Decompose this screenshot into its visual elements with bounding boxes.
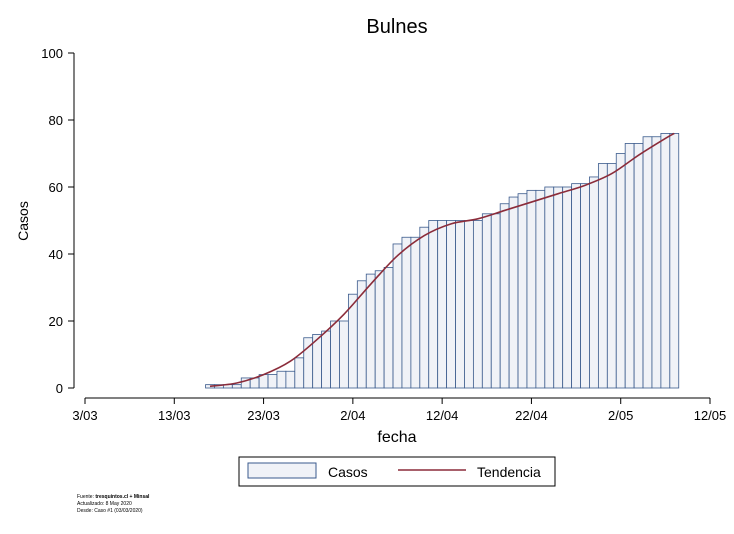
bar [562,186,573,389]
bar [660,132,671,389]
bar [285,370,296,389]
x-tick-label: 12/05 [694,408,727,423]
bar [464,220,474,389]
legend-casos-label: Casos [328,464,368,480]
chart-title: Bulnes [366,16,427,38]
bar [437,220,448,389]
bar [490,213,501,389]
bar [401,236,412,389]
footer-updated: Actualizado: 8 May 2020 [77,501,132,507]
y-tick-label: 0 [56,381,63,396]
x-tick-label: 3/03 [72,408,97,423]
bar [383,266,394,389]
bar [499,203,510,389]
bar [455,220,465,389]
y-tick-label: 20 [49,314,63,329]
bar [330,320,340,389]
bar [419,226,430,389]
bar [321,330,331,389]
x-tick-label: 22/04 [515,408,548,423]
footer-source-value: tresquintos.cl + Minsal [95,494,150,500]
bar [481,213,492,389]
bar [517,193,528,389]
y-axis-label: Casos [15,201,31,241]
bar [365,273,376,389]
bar [651,136,662,389]
x-axis: 3/03 13/03 23/03 2/04 12/04 22/04 2/05 12/05 [72,397,727,423]
footer: Fuente: tresquintos.cl + Minsal Actualiz… [77,494,149,515]
y-tick-label: 40 [49,247,63,262]
bar [642,136,653,389]
bar [633,143,644,389]
bar [276,370,287,389]
x-tick-label: 13/03 [158,408,191,423]
bar [597,163,608,389]
x-tick-label: 12/04 [426,408,459,423]
bar [535,189,546,389]
y-tick-label: 60 [49,180,63,195]
legend: Casos Tendencia [238,456,556,487]
bar [392,243,403,389]
bar [624,143,635,389]
legend-casos-swatch [247,462,317,479]
bar [544,186,555,389]
bar [428,220,439,389]
bar [374,270,385,389]
bars-group [205,132,680,389]
bar [339,320,349,389]
bar [294,357,305,389]
bar [410,236,421,389]
bar [553,186,564,389]
bar [606,163,617,389]
bar [526,189,537,389]
bar [231,384,242,389]
footer-source: Fuente: tresquintos.cl + Minsal [77,494,150,500]
x-tick-label: 2/04 [340,408,365,423]
bar [267,374,278,389]
y-tick-label: 100 [41,46,63,61]
bar [589,176,599,389]
bar [508,196,519,389]
legend-tendencia-label: Tendencia [477,464,541,480]
x-axis-label: fecha [377,429,416,446]
bar [446,220,456,389]
y-tick-label: 80 [49,113,63,128]
trend-line-group [209,132,675,388]
y-axis: 0 20 40 60 80 100 [41,46,75,396]
bar [615,153,626,389]
x-tick-label: 23/03 [247,408,280,423]
bar [669,132,680,389]
x-tick-label: 2/05 [608,408,633,423]
bar [472,220,483,389]
legend-box [238,456,556,487]
bar [571,183,581,389]
trend-line [209,132,675,388]
footer-since: Desde: Caso #1 (03/03/2020) [77,508,143,514]
bar [580,183,590,389]
